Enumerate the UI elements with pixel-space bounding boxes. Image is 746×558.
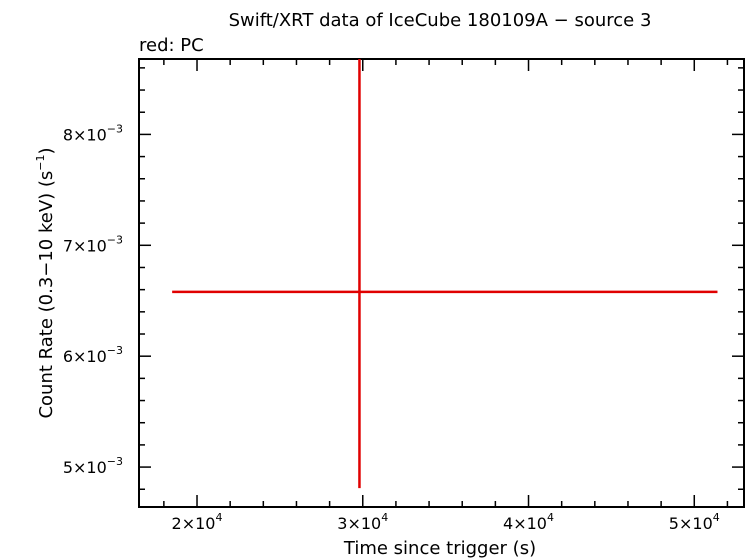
plot-frame xyxy=(138,58,745,508)
y-axis-label-exp: −1 xyxy=(34,154,47,170)
chart-subtitle: red: PC xyxy=(139,35,204,56)
y-tick-label: 5×10−3 xyxy=(63,455,123,477)
x-tick-label: 2×104 xyxy=(172,511,223,533)
y-axis-label-end: ) xyxy=(36,147,57,154)
x-tick-label: 4×104 xyxy=(503,511,554,533)
y-tick-label: 6×10−3 xyxy=(63,344,123,366)
y-axis-label: Count Rate (0.3−10 keV) (s−1) xyxy=(34,147,57,418)
y-tick-label: 7×10−3 xyxy=(63,233,123,255)
axis-ticks xyxy=(139,59,744,507)
x-tick-label: 5×104 xyxy=(669,511,720,533)
data-series xyxy=(172,59,718,489)
x-axis-label: Time since trigger (s) xyxy=(343,538,536,558)
x-tick-label: 3×104 xyxy=(337,511,388,533)
chart-title: Swift/XRT data of IceCube 180109A − sour… xyxy=(229,10,652,31)
x-tick-labels: 2×104 3×104 4×104 5×104 xyxy=(172,511,720,533)
y-axis-label-main: Count Rate (0.3−10 keV) (s xyxy=(36,171,57,419)
y-tick-label: 8×10−3 xyxy=(63,122,123,144)
y-tick-labels: 5×10−3 6×10−3 7×10−3 8×10−3 xyxy=(63,122,123,477)
